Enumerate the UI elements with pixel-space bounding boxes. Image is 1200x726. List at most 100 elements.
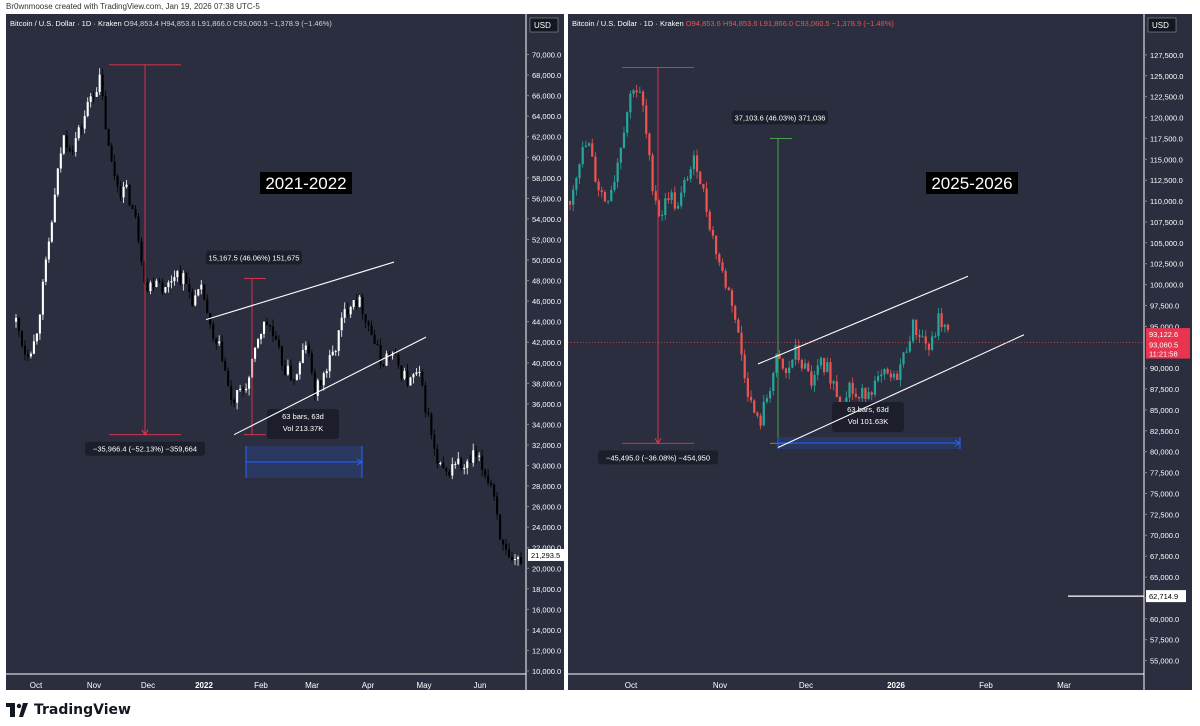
candle-body — [140, 241, 143, 262]
candle-body — [203, 284, 206, 300]
tradingview-logo-icon — [6, 703, 28, 717]
candle-body — [469, 461, 472, 463]
candle-body — [692, 155, 695, 170]
candle-body — [886, 369, 889, 374]
y-tick-label: 14,000.0 — [532, 626, 561, 635]
candle-body — [343, 309, 346, 318]
candle-body — [23, 345, 27, 355]
candle-body — [331, 351, 334, 356]
y-tick-label: 75,000.0 — [1150, 489, 1179, 498]
period-title-bg — [926, 172, 1018, 194]
tradingview-logo[interactable]: TradingView — [6, 700, 131, 720]
candle-body — [47, 241, 50, 260]
candle-body — [892, 373, 896, 378]
candle-body — [600, 190, 603, 193]
candle-body — [807, 363, 810, 372]
candle-body — [472, 450, 475, 463]
channel-upper-line — [757, 275, 969, 365]
price-badge-high — [1146, 328, 1190, 340]
candle-body — [271, 326, 275, 336]
candle-body — [905, 351, 908, 353]
bars-volume-label: Vol 213.37K — [283, 424, 323, 433]
candle-body — [699, 171, 702, 185]
candle-body — [661, 215, 664, 217]
x-tick-label: Nov — [87, 681, 101, 690]
x-tick-label: May — [416, 681, 431, 690]
candle-body — [274, 335, 278, 340]
candle-body — [581, 146, 584, 165]
candle-body — [857, 396, 861, 399]
candle-body — [59, 153, 62, 169]
candle-body — [149, 282, 152, 291]
x-tick-label: Oct — [30, 681, 43, 690]
candle-body — [575, 178, 578, 190]
candle-body — [221, 341, 224, 361]
candle-body — [107, 129, 110, 146]
y-tick-label: 54,000.0 — [532, 215, 561, 224]
candle-body — [385, 353, 388, 366]
candle-body — [71, 151, 74, 153]
candle-body — [918, 334, 921, 337]
candle-body — [508, 549, 511, 558]
candle-body — [101, 74, 104, 96]
y-tick-label: 40,000.0 — [532, 359, 561, 368]
chart-svg-right[interactable]: USD55,000.057,500.060,000.062,500.065,00… — [568, 14, 1192, 690]
candle-body — [762, 401, 765, 426]
y-tick-label: 18,000.0 — [532, 585, 561, 594]
candle-body — [197, 289, 200, 296]
candle-body — [902, 352, 905, 365]
chart-svg-left[interactable]: USD 10,000.0 12,000.0 14,000.0 16,000.0 18,00… — [6, 14, 564, 690]
candle-body — [134, 208, 137, 217]
candle-body — [44, 259, 47, 282]
candle-body — [915, 319, 918, 335]
candle-body — [370, 325, 373, 335]
y-tick-label: 95,000.0 — [1150, 322, 1179, 331]
candle-body — [940, 313, 943, 328]
drop-arrow-icon — [654, 438, 662, 445]
candle-body — [319, 380, 322, 386]
candle-body — [466, 461, 469, 468]
candle-body — [191, 291, 194, 306]
candle-body — [212, 324, 215, 339]
channel-lower-line — [233, 336, 427, 436]
y-tick-label: 85,000.0 — [1150, 406, 1179, 415]
candle-body — [349, 306, 352, 315]
y-tick-label: 22,000.0 — [532, 544, 561, 553]
candle-body — [116, 175, 119, 187]
drop-arrow-icon — [141, 429, 149, 436]
candle-body — [873, 380, 877, 395]
candle-body — [775, 354, 778, 373]
y-tick-label: 107,500.0 — [1150, 218, 1183, 227]
bars-count-label: 63 bars, 63d — [282, 412, 324, 421]
y-tick-label: 97,500.0 — [1150, 302, 1179, 311]
y-tick-label: 82,500.0 — [1150, 427, 1179, 436]
y-tick-label: 28,000.0 — [532, 482, 561, 491]
candle-body — [236, 390, 239, 403]
candle-body — [361, 296, 364, 315]
y-tick-label: 122,500.0 — [1150, 93, 1183, 102]
x-tick-label: Apr — [362, 681, 375, 690]
candle-body — [481, 455, 484, 470]
candle-body — [797, 345, 800, 361]
candle-body — [65, 135, 68, 149]
candle-body — [188, 283, 191, 292]
date-range-arrow-icon — [356, 458, 363, 466]
candle-body — [513, 559, 517, 561]
chart-panel-2021-2022[interactable]: USD 10,000.0 12,000.0 14,000.0 16,000.0 18,00… — [6, 14, 564, 690]
period-title-bg — [260, 172, 352, 194]
x-tick-label: 2026 — [887, 681, 905, 690]
candle-body — [56, 168, 59, 195]
candle-body — [448, 471, 451, 476]
y-tick-label: 56,000.0 — [532, 194, 561, 203]
candle-body — [322, 373, 325, 386]
chart-panel-2025-2026[interactable]: USD55,000.057,500.060,000.062,500.065,00… — [568, 14, 1192, 690]
candle-body — [454, 463, 457, 465]
y-tick-label: 102,500.0 — [1150, 260, 1183, 269]
candle-body — [397, 355, 400, 366]
chart-legend: Bitcoin / U.S. Dollar · 1D · Kraken O94,… — [10, 19, 332, 28]
candle-body — [877, 376, 880, 381]
currency-badge — [529, 17, 559, 33]
candle-body — [277, 339, 281, 347]
candle-body — [587, 143, 591, 146]
candle-body — [185, 273, 188, 284]
